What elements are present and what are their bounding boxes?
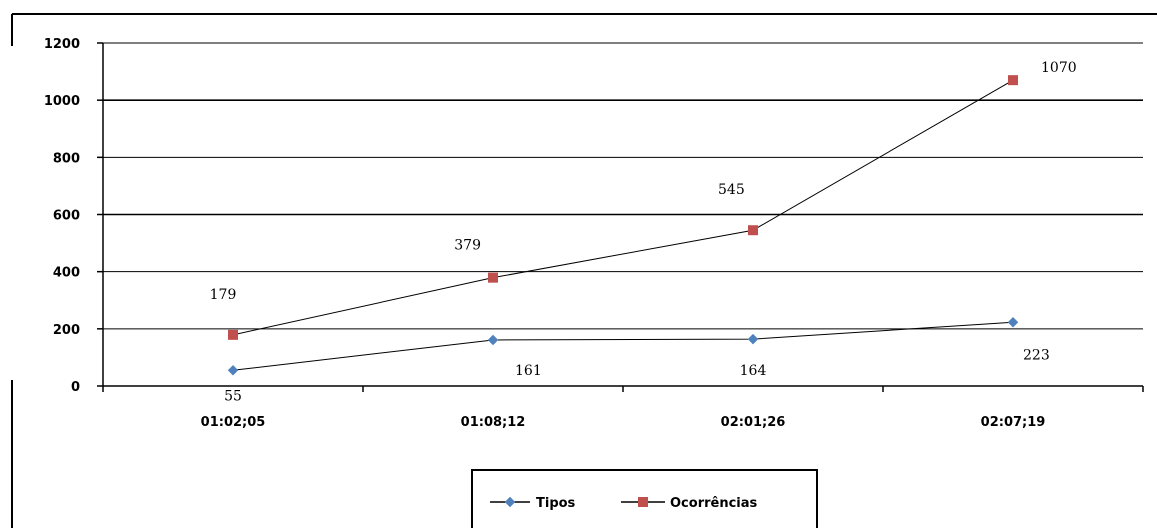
data-point-tipos <box>487 334 499 346</box>
series-line-tipos <box>232 321 1014 371</box>
legend-label-tipos: Tipos <box>536 496 576 511</box>
data-point-tipos <box>747 333 759 345</box>
data-label-ocorrencias: 379 <box>454 238 481 254</box>
axes <box>97 42 1144 392</box>
chart-frame-lines <box>11 13 1157 528</box>
legend: Tipos Ocorrências <box>471 469 818 532</box>
y-axis-tick-labels: 0 200 400 600 800 1000 1200 <box>44 37 80 395</box>
y-tick-label: 400 <box>53 266 80 281</box>
x-tick-label: 01:08;12 <box>461 415 526 430</box>
gridlines <box>103 42 1143 330</box>
data-point-ocorr-ncias <box>488 272 498 283</box>
y-tick-label: 0 <box>71 380 80 395</box>
series-lines <box>227 75 1019 376</box>
data-point-tipos <box>227 365 239 376</box>
data-point-tipos <box>1007 317 1019 328</box>
data-point-ocorr-ncias <box>228 329 238 340</box>
data-label-ocorrencias: 1070 <box>1041 60 1077 76</box>
data-label-tipos: 161 <box>515 363 542 379</box>
data-label-ocorrencias: 545 <box>718 182 745 198</box>
y-tick-label: 200 <box>53 323 80 338</box>
y-tick-label: 1000 <box>44 94 80 109</box>
y-tick-label: 600 <box>53 209 80 224</box>
data-point-ocorr-ncias <box>1008 75 1018 86</box>
legend-label-ocorrencias: Ocorrências <box>670 496 758 511</box>
data-point-ocorr-ncias <box>748 225 758 236</box>
y-tick-label: 1200 <box>44 37 80 52</box>
x-tick-label: 02:01;26 <box>721 415 786 430</box>
legend-marker-tipos <box>504 496 516 508</box>
y-tick-label: 800 <box>53 151 80 166</box>
x-tick-label: 02:07;19 <box>981 415 1046 430</box>
data-labels: 55 161 164 223 179 379 545 1070 <box>210 60 1077 404</box>
data-label-tipos: 164 <box>740 363 767 379</box>
data-label-tipos: 223 <box>1023 347 1050 363</box>
x-tick-label: 01:02;05 <box>201 415 266 430</box>
data-label-tipos: 55 <box>224 388 242 404</box>
series-line-ocorr-ncias <box>232 79 1014 336</box>
data-label-ocorrencias: 179 <box>210 287 237 303</box>
legend-marker-ocorrencias <box>638 497 648 507</box>
x-axis-tick-labels: 01:02;05 01:08;12 02:01;26 02:07;19 <box>201 415 1046 430</box>
